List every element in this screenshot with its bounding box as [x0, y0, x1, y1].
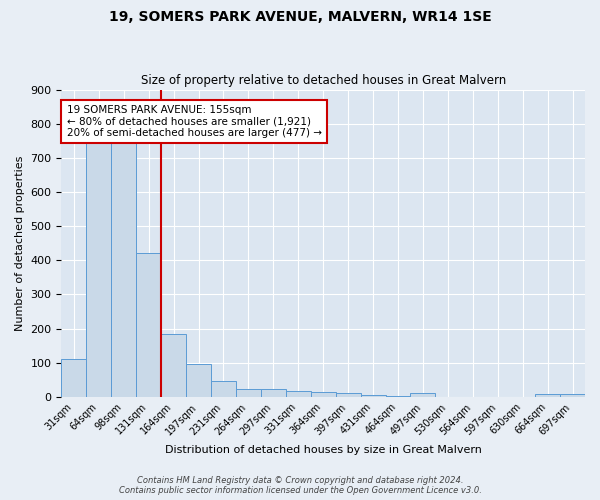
Bar	[560, 394, 585, 397]
Bar	[361, 395, 386, 397]
Bar	[236, 390, 261, 397]
Bar	[311, 392, 335, 397]
Text: Contains HM Land Registry data © Crown copyright and database right 2024.
Contai: Contains HM Land Registry data © Crown c…	[119, 476, 481, 495]
X-axis label: Distribution of detached houses by size in Great Malvern: Distribution of detached houses by size …	[165, 445, 482, 455]
Bar	[86, 141, 111, 397]
Title: Size of property relative to detached houses in Great Malvern: Size of property relative to detached ho…	[140, 74, 506, 87]
Bar	[386, 396, 410, 397]
Bar	[161, 334, 186, 397]
Y-axis label: Number of detached properties: Number of detached properties	[15, 156, 25, 331]
Bar	[186, 364, 211, 397]
Text: 19 SOMERS PARK AVENUE: 155sqm
← 80% of detached houses are smaller (1,921)
20% o: 19 SOMERS PARK AVENUE: 155sqm ← 80% of d…	[67, 105, 322, 138]
Bar	[261, 390, 286, 397]
Bar	[410, 394, 436, 397]
Bar	[61, 358, 86, 397]
Bar	[211, 381, 236, 397]
Text: 19, SOMERS PARK AVENUE, MALVERN, WR14 1SE: 19, SOMERS PARK AVENUE, MALVERN, WR14 1S…	[109, 10, 491, 24]
Bar	[136, 254, 161, 397]
Bar	[286, 390, 311, 397]
Bar	[535, 394, 560, 397]
Bar	[111, 140, 136, 397]
Bar	[335, 393, 361, 397]
